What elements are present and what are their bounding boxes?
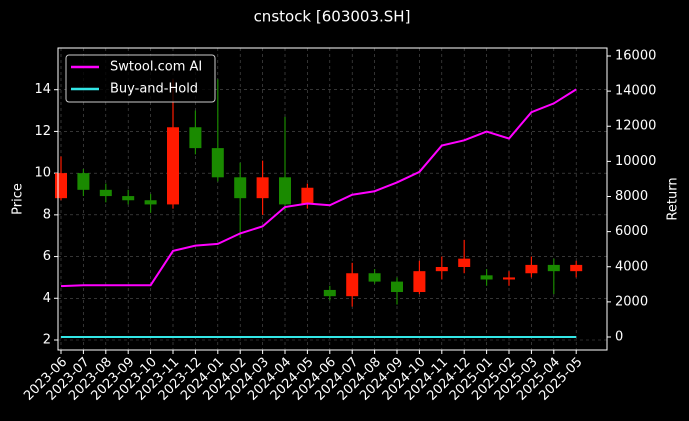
candle-body xyxy=(368,273,381,282)
legend-label: Buy-and-Hold xyxy=(110,82,198,97)
y2-tick-label: 10000 xyxy=(615,154,656,169)
y2-axis-label: Return xyxy=(666,177,681,220)
candle-body xyxy=(413,271,426,293)
candle-body xyxy=(391,281,403,293)
candle-body xyxy=(167,127,179,205)
candle-body xyxy=(144,200,157,205)
candle-body xyxy=(435,266,448,272)
y-tick-label: 12 xyxy=(34,124,51,139)
y2-tick-label: 8000 xyxy=(615,189,648,204)
candle-body xyxy=(346,273,359,297)
candle-body xyxy=(234,177,247,199)
y2-tick-label: 2000 xyxy=(615,294,648,309)
candle-body xyxy=(323,289,336,297)
candle-body xyxy=(256,177,269,199)
legend-box xyxy=(65,54,216,103)
candle-body xyxy=(458,258,471,267)
candle-body xyxy=(55,173,67,199)
candle-body xyxy=(211,148,224,178)
y2-tick-label: 6000 xyxy=(615,224,648,239)
y-tick-label: 14 xyxy=(34,82,51,97)
series-line xyxy=(60,88,577,288)
legend: Swtool.com AI Buy-and-Hold xyxy=(65,54,216,103)
legend-label: Swtool.com AI xyxy=(110,60,202,75)
candle-body xyxy=(525,264,538,274)
y2-tick-label: 4000 xyxy=(615,259,648,274)
y-tick-label: 10 xyxy=(34,166,51,181)
y2-tick-label: 12000 xyxy=(615,119,656,134)
candle-body xyxy=(301,187,314,205)
y-tick-label: 8 xyxy=(43,207,51,222)
y-tick-label: 2 xyxy=(43,332,51,347)
candle-body xyxy=(77,173,90,190)
candle-body xyxy=(122,196,135,201)
candle-body xyxy=(570,264,583,272)
candle-body xyxy=(480,275,493,280)
candle-body xyxy=(99,189,112,197)
plot-frame xyxy=(57,47,608,351)
y2-tick-label: 16000 xyxy=(615,48,656,63)
y2-tick-label: 0 xyxy=(615,330,623,345)
y-axis-label: Price xyxy=(11,183,26,215)
chart-title: cnstock [603003.SH] xyxy=(254,8,411,26)
candle-body xyxy=(547,264,560,272)
y-tick-label: 4 xyxy=(43,291,51,306)
candle-body xyxy=(503,277,515,280)
y-tick-label: 6 xyxy=(43,249,51,264)
y2-tick-label: 14000 xyxy=(615,84,656,99)
candle-body xyxy=(279,177,291,205)
candle-body xyxy=(189,127,202,149)
